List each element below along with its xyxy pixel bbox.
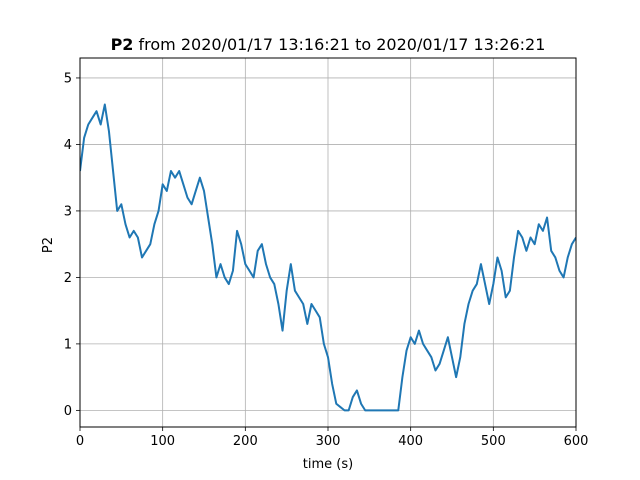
x-axis-label: time (s) [303, 457, 353, 472]
x-tick-label: 500 [481, 434, 506, 449]
x-tick-label: 200 [233, 434, 258, 449]
x-tick-label: 400 [398, 434, 423, 449]
gridlines [79, 58, 577, 427]
chart-title-rest: from 2020/01/17 13:16:21 to 2020/01/17 1… [133, 35, 545, 54]
x-tick-label: 100 [150, 434, 175, 449]
series-line [80, 103, 576, 412]
y-tick-label: 4 [64, 138, 72, 153]
y-tick-label: 5 [64, 71, 72, 86]
chart-title-bold: P2 [111, 35, 134, 54]
axis-ticks: 0 100 200 300 400 500 600 0 1 2 3 4 5 [64, 71, 589, 449]
x-tick-label: 300 [316, 434, 341, 449]
series-layer [80, 103, 576, 412]
y-tick-label: 2 [64, 271, 72, 286]
y-tick-label: 3 [64, 204, 72, 219]
chart-title: P2 from 2020/01/17 13:16:21 to 2020/01/1… [111, 35, 546, 54]
y-axis-label: P2 [41, 237, 56, 253]
x-tick-label: 0 [76, 434, 84, 449]
y-tick-label: 1 [64, 337, 72, 352]
y-tick-label: 0 [64, 404, 72, 419]
x-tick-label: 600 [564, 434, 589, 449]
